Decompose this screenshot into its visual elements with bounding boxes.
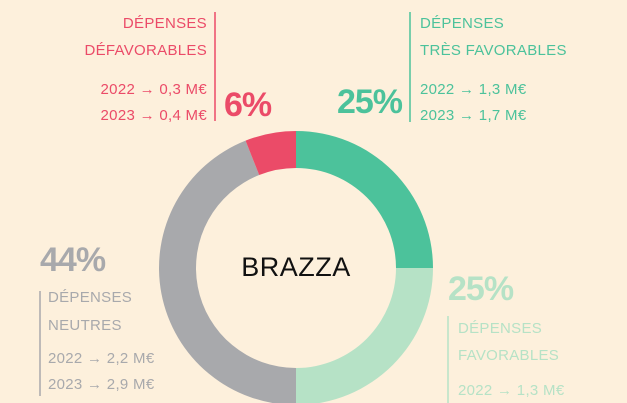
percent-label: 25%	[337, 83, 403, 121]
category-label: FAVORABLES	[458, 347, 559, 364]
detail-label: 2023 → 0,4 M€	[101, 107, 208, 124]
percent-label: 44%	[40, 241, 106, 279]
donut-segment	[245, 131, 296, 176]
percent-label: 25%	[448, 270, 514, 308]
detail-label: 2022 → 2,2 M€	[48, 350, 155, 367]
percent-label: 6%	[224, 86, 272, 124]
category-label: DÉPENSES	[420, 15, 504, 32]
detail-label: 2023 → 1,7 M€	[420, 107, 527, 124]
detail-label: 2023 → 2,9 M€	[48, 376, 155, 393]
category-label: DÉPENSES	[48, 289, 132, 306]
detail-label: 2022 → 1,3 M€	[420, 81, 527, 98]
donut-segment	[296, 268, 433, 403]
category-label: DÉPENSES	[123, 15, 207, 32]
center-label: BRAZZA	[241, 252, 351, 282]
detail-label: 2022 → 1,3 M€	[458, 382, 565, 399]
category-label: NEUTRES	[48, 317, 122, 334]
donut-segment	[159, 140, 296, 403]
category-label: DÉPENSES	[458, 320, 542, 337]
category-label: DÉFAVORABLES	[84, 42, 207, 59]
donut-segment	[296, 131, 433, 268]
category-label: TRÈS FAVORABLES	[420, 42, 567, 59]
detail-label: 2022 → 0,3 M€	[101, 81, 208, 98]
